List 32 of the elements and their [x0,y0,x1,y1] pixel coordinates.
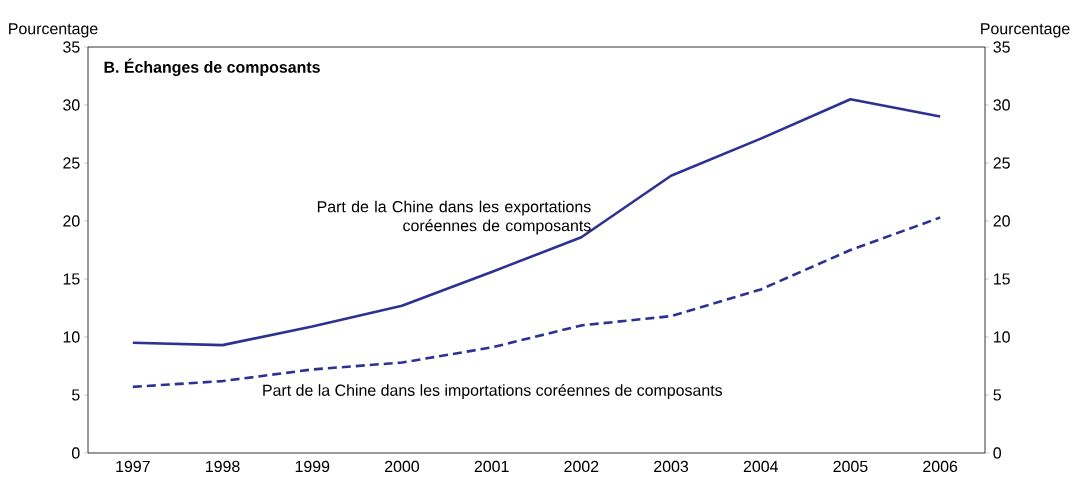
x-tick-label: 1997 [116,460,150,473]
x-tick-label: 2000 [385,460,420,473]
text: B. Échanges de composants [104,58,320,77]
y-axis-title: Pourcentage [9,23,98,38]
y-tick-label: 0 [71,447,80,459]
x-tick-label: 1998 [206,460,240,473]
y-tick-label: 10 [63,331,80,343]
line-series [131,97,942,347]
y2-tick-label: 15 [994,273,1010,285]
x-tick-label: 2002 [564,460,599,473]
y2-tick-label: 0 [993,447,1002,459]
y-tick-label: 25 [63,157,80,169]
series-label: Part de la Chine dans les exportations coréennes de composants [317,200,591,235]
y2-tick-label: 5 [993,389,1001,401]
x-tick-label: 2001 [474,460,509,473]
y2-axis-title: Pourcentage [981,23,1070,38]
y2-tick-label: 20 [993,215,1010,227]
y-tick-label: 30 [63,99,80,111]
x-tick-label: 1999 [295,460,330,473]
y-tick-label: 35 [63,41,80,53]
y2-tick-label: 30 [993,99,1010,111]
x-tick-label: 2006 [923,460,958,473]
y-tick-label: 5 [72,389,80,401]
y2-tick-label: 25 [993,157,1010,169]
y-tick-label: 20 [63,215,80,227]
y2-tick-label: 35 [993,41,1010,53]
x-tick-label: 2005 [833,460,868,473]
y-tick-label: 15 [63,273,80,285]
x-tick-label: 2003 [654,460,689,473]
x-tick-label: 2004 [743,460,778,473]
series-label: Part de la Chine dans les importations coréennes de composants [263,384,723,400]
y2-tick-label: 10 [994,331,1010,343]
